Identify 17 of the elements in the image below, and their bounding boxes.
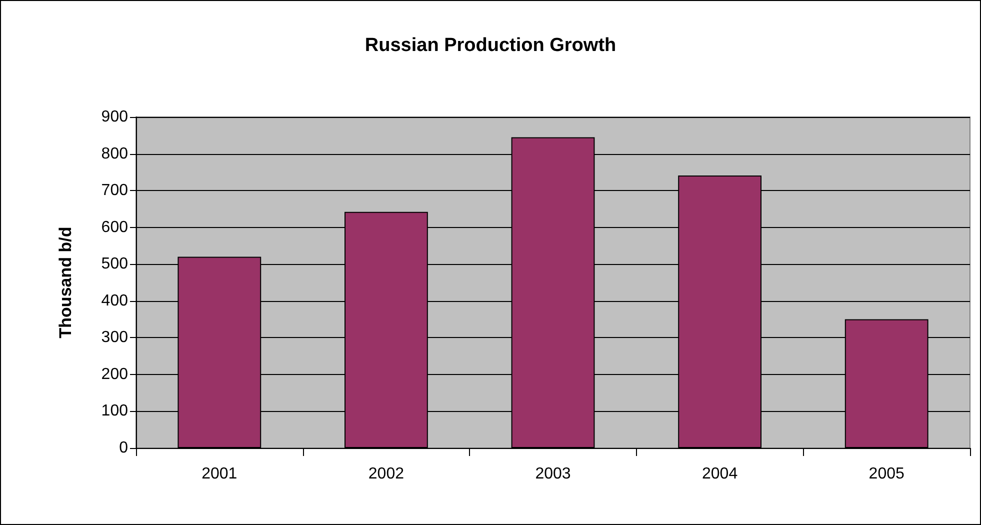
y-axis-title: Thousand b/d: [56, 226, 75, 338]
x-tick-label: 2005: [868, 466, 904, 482]
y-tick-label: 200: [101, 366, 128, 383]
x-tick-label: 2003: [535, 466, 571, 482]
y-tick-label: 500: [101, 256, 128, 273]
y-tick-label: 600: [101, 218, 128, 236]
y-tick-label: 100: [101, 402, 128, 420]
x-tick-label: 2004: [702, 466, 738, 482]
x-tick-label: 2001: [202, 466, 238, 482]
y-tick-label: 0: [119, 440, 128, 456]
y-tick-label: 300: [101, 329, 128, 346]
chart-title: Russian Production Growth: [364, 35, 616, 56]
y-tick-label: 800: [101, 145, 128, 162]
y-tick-label: 900: [101, 108, 128, 126]
x-tick-label: 2002: [368, 466, 404, 482]
y-tick-label: 700: [101, 182, 128, 200]
y-tick-label: 400: [101, 292, 128, 310]
